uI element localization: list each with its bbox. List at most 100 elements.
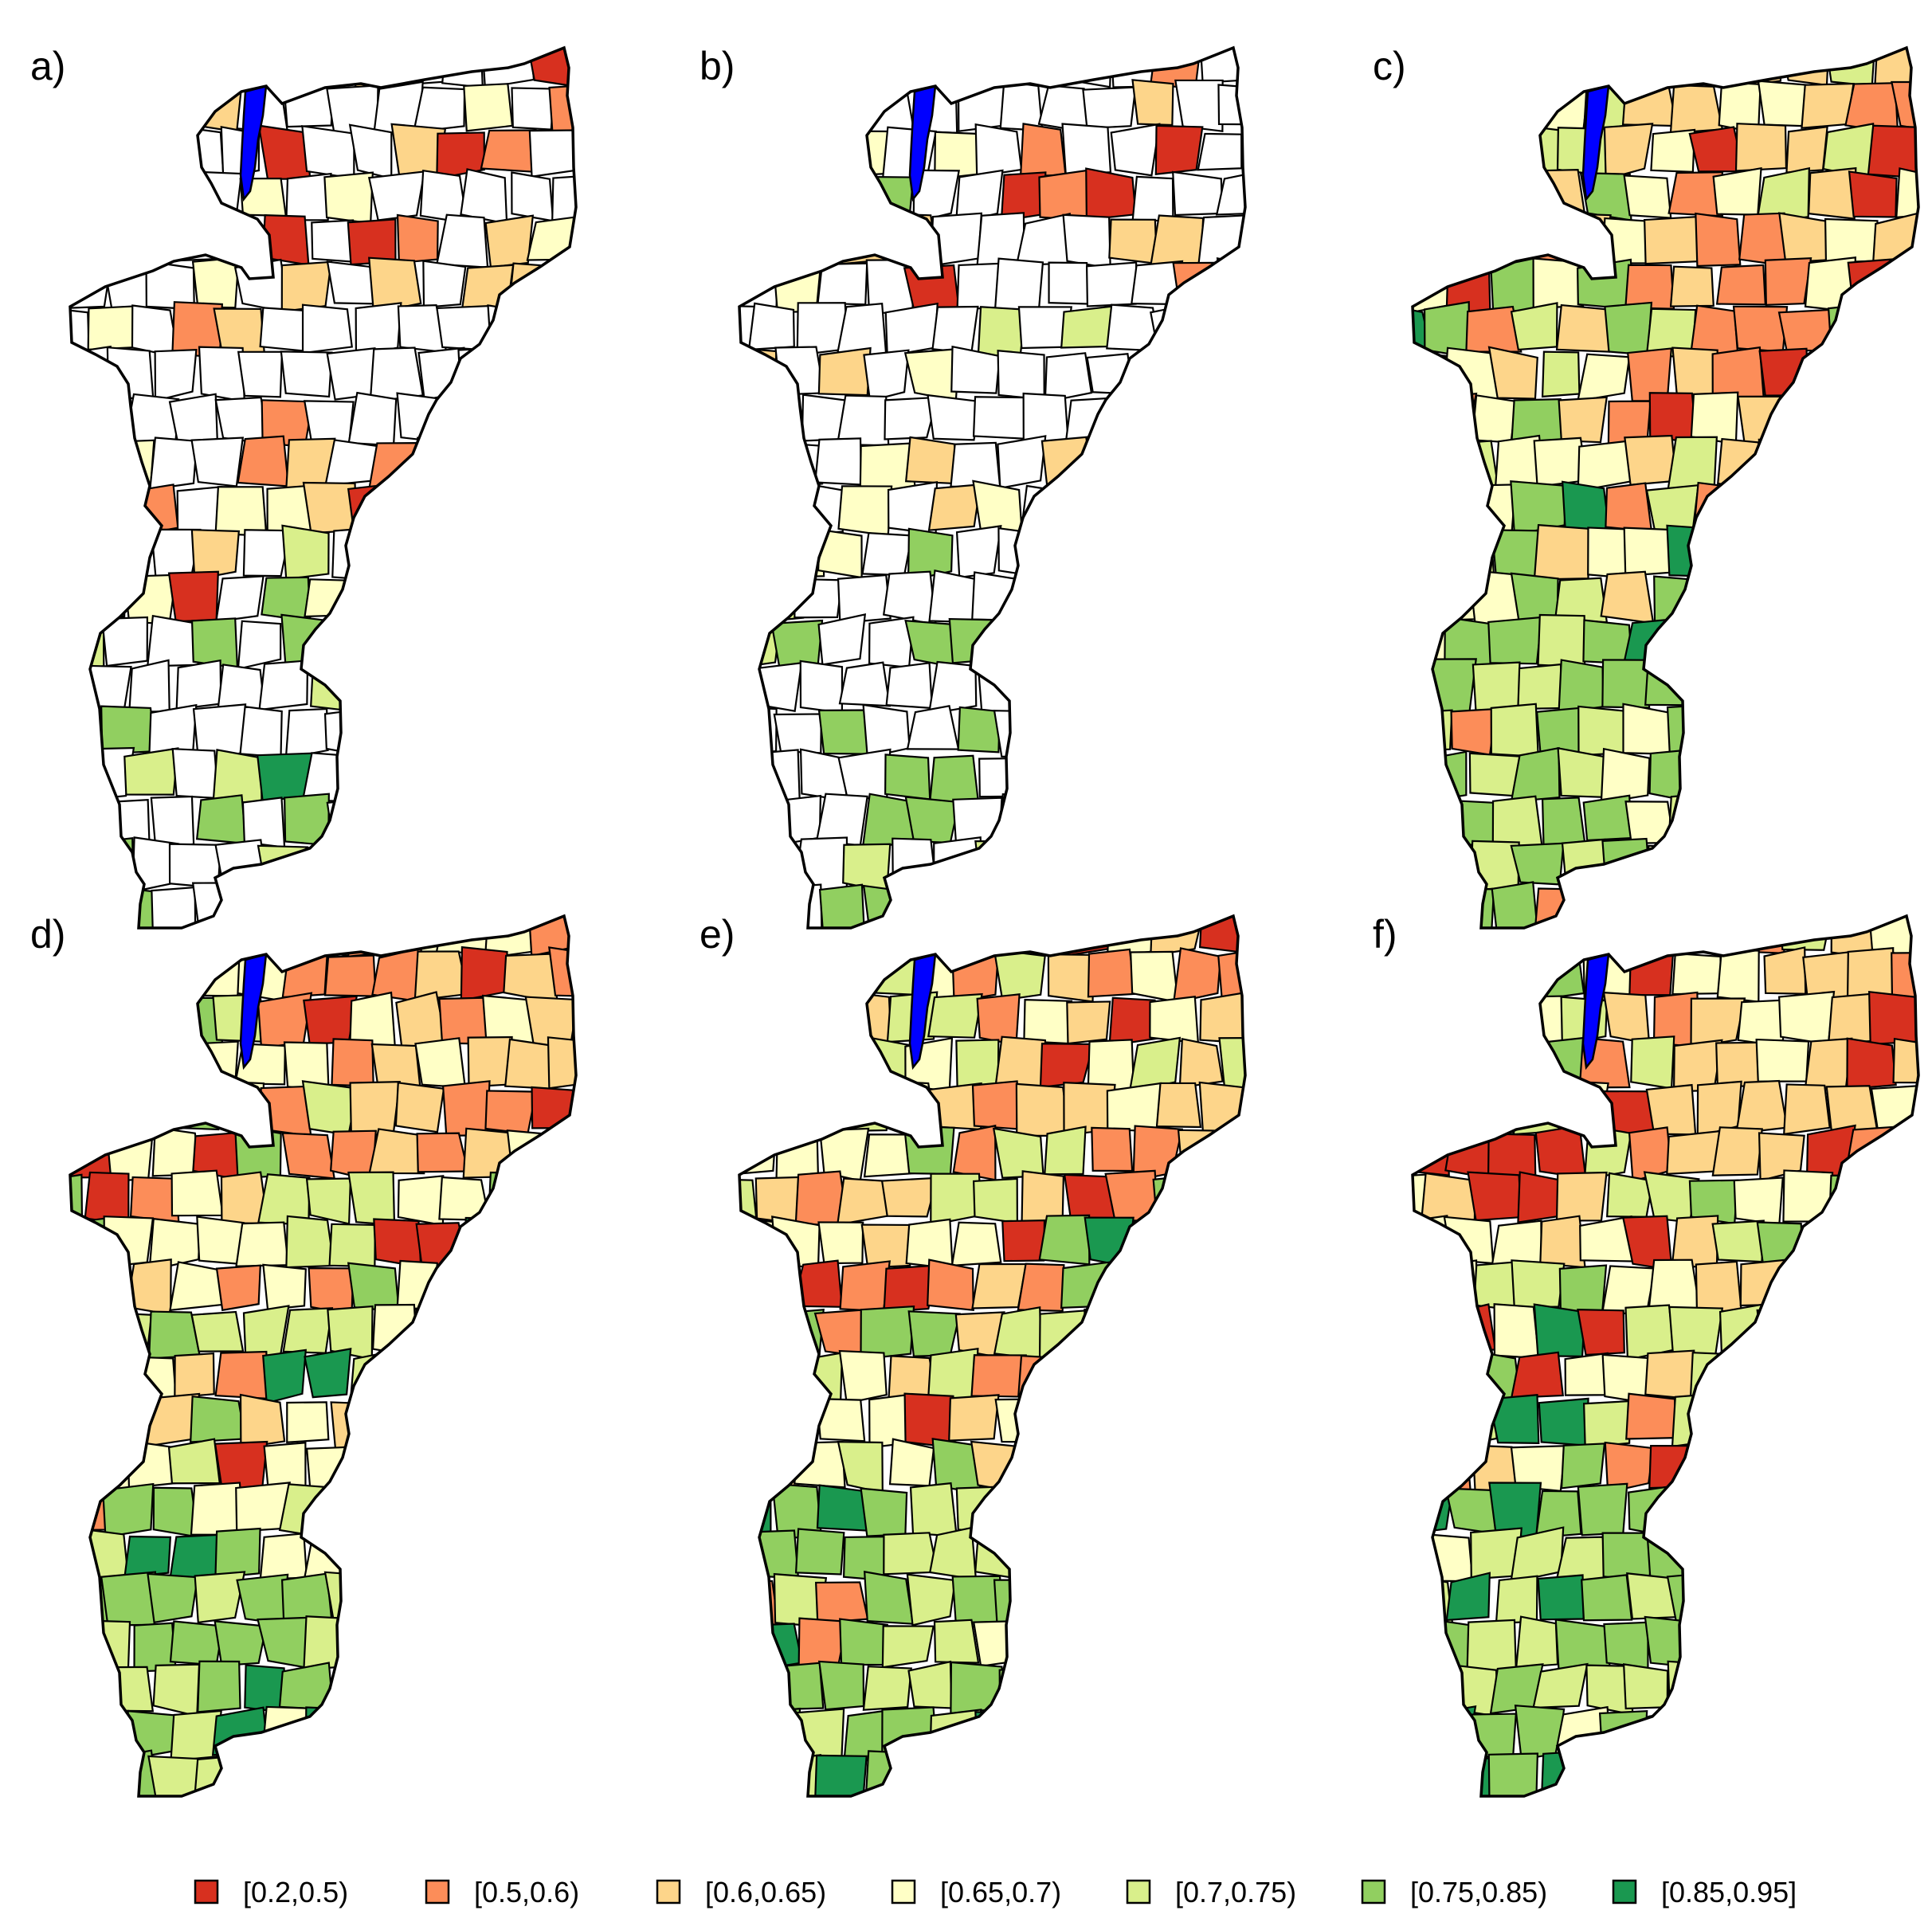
district-region: [739, 1397, 781, 1446]
district-region: [394, 1705, 447, 1760]
district-region: [1017, 837, 1072, 888]
district-region: [259, 1533, 308, 1580]
district-region: [739, 1311, 782, 1356]
district-region: [285, 172, 332, 221]
district-region: [1423, 392, 1478, 443]
district-region: [1785, 125, 1828, 174]
district-region: [1734, 570, 1786, 622]
district-region: [1064, 662, 1114, 714]
district-region: [1202, 1176, 1245, 1227]
district-region: [304, 1348, 352, 1399]
district-region: [927, 916, 977, 959]
district-region: [1600, 747, 1651, 804]
district-region: [70, 1660, 108, 1714]
district-region: [175, 659, 222, 711]
district-region: [215, 1264, 261, 1312]
district-region: [1510, 842, 1565, 886]
district-region: [1021, 753, 1071, 803]
district-region: [1413, 658, 1429, 712]
district-region: [504, 1215, 557, 1270]
district-region: [1560, 1443, 1606, 1490]
district-region: [1413, 258, 1453, 314]
district-region: [842, 843, 892, 893]
district-region: [440, 750, 490, 799]
district-region: [1755, 1038, 1810, 1082]
district-region: [347, 755, 404, 799]
district-region: [1197, 132, 1243, 171]
district-region: [1894, 1667, 1918, 1717]
district-region: [1891, 1125, 1918, 1176]
district-region: [1038, 1214, 1091, 1266]
district-region: [1039, 1488, 1091, 1533]
lake-niassa: [908, 953, 937, 1071]
district-region: [349, 991, 397, 1048]
district-region: [417, 436, 470, 486]
district-region: [748, 749, 801, 802]
district-region: [1083, 621, 1138, 670]
district-region: [1178, 1037, 1224, 1089]
district-region: [422, 260, 467, 309]
district-region: [332, 1666, 382, 1713]
district-region: [213, 48, 260, 87]
district-region: [972, 1177, 1018, 1224]
district-region: [1444, 1487, 1497, 1535]
lake-niassa: [239, 84, 268, 202]
district-region: [324, 881, 377, 928]
district-region: [371, 1303, 418, 1358]
district-region: [889, 916, 931, 960]
district-region: [1576, 353, 1631, 402]
district-region: [739, 954, 779, 1000]
district-region: [281, 524, 330, 581]
district-region: [1718, 527, 1764, 579]
district-region: [1174, 1215, 1226, 1264]
district-region: [301, 1080, 359, 1137]
district-region: [1851, 703, 1898, 753]
district-region: [1452, 79, 1495, 133]
district-region: [70, 397, 88, 448]
district-region: [526, 216, 575, 261]
district-region: [1648, 748, 1701, 804]
district-region: [1644, 844, 1696, 891]
district-region: [978, 757, 1028, 798]
district-region: [1531, 946, 1585, 1002]
district-region: [904, 620, 955, 668]
district-region: [103, 1398, 155, 1443]
district-region: [1217, 1754, 1245, 1796]
district-region: [1694, 836, 1740, 893]
district-region: [1624, 434, 1678, 486]
district-region: [739, 575, 760, 625]
district-region: [1822, 1526, 1879, 1578]
district-region: [502, 346, 559, 399]
district-region: [504, 616, 555, 671]
district-region: [1023, 1615, 1066, 1671]
district-region: [881, 1625, 935, 1669]
district-region: [1217, 1662, 1245, 1717]
district-region: [235, 1221, 289, 1267]
district-region: [1734, 1079, 1789, 1135]
district-region: [862, 949, 917, 996]
district-region: [774, 948, 825, 1003]
district-region: [396, 569, 444, 620]
district-region: [1173, 1304, 1225, 1356]
district-region: [1126, 352, 1178, 403]
panel-label: f): [1373, 912, 1397, 957]
district-region: [884, 754, 931, 801]
district-region: [237, 886, 287, 928]
district-region: [881, 48, 935, 91]
district-region: [465, 1309, 513, 1360]
district-region: [1605, 482, 1653, 533]
district-region: [214, 1527, 261, 1579]
district-region: [1810, 525, 1857, 577]
district-region: [1604, 1441, 1655, 1493]
district-region: [931, 305, 979, 354]
district-region: [327, 615, 380, 667]
district-region: [529, 836, 576, 891]
district-region: [1064, 569, 1113, 624]
district-region: [882, 570, 937, 626]
district-region: [70, 345, 112, 401]
district-region: [480, 1356, 530, 1402]
district-region: [1868, 659, 1918, 709]
district-region: [480, 1708, 535, 1760]
district-region: [1085, 261, 1138, 307]
district-region: [123, 221, 175, 267]
